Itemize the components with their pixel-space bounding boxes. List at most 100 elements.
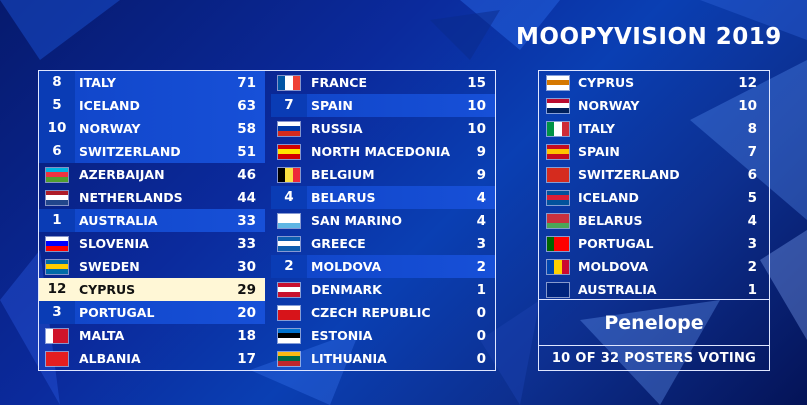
received-points-badge: 1	[39, 209, 75, 232]
voter-points-row: CYPRUS 12	[539, 71, 769, 94]
scoreboard-row: DENMARK 1	[271, 278, 495, 301]
flag-icon	[45, 350, 69, 367]
country-name: ICELAND	[578, 190, 639, 205]
country-name: LITHUANIA	[311, 351, 387, 366]
total-points: 30	[237, 258, 256, 275]
country-name: AUSTRALIA	[79, 213, 158, 228]
scoreboard-row: FRANCE 15	[271, 71, 495, 94]
scoreboard-row: SWEDEN 30	[39, 255, 265, 278]
voter-points-row: SPAIN 7	[539, 140, 769, 163]
flag-icon	[546, 212, 570, 229]
flag-icon	[45, 235, 69, 252]
total-points: 0	[476, 350, 486, 367]
total-points: 4	[476, 212, 486, 229]
received-points-badge: 12	[39, 278, 75, 301]
country-name: MOLDOVA	[578, 259, 649, 274]
scoreboard-row: NORTH MACEDONIA 9	[271, 140, 495, 163]
scoreboard-row: 12 CYPRUS 29	[39, 278, 265, 301]
voter-points-row: ITALY 8	[539, 117, 769, 140]
scoreboard-row: 8 ITALY 71	[39, 71, 265, 94]
scoreboard-row: SLOVENIA 33	[39, 232, 265, 255]
country-name: ESTONIA	[311, 328, 373, 343]
voter-name: Penelope	[539, 299, 769, 345]
flag-icon	[546, 120, 570, 137]
country-name: SWEDEN	[79, 259, 140, 274]
scoreboard-row: MALTA 18	[39, 324, 265, 347]
scoreboard-row: CZECH REPUBLIC 0	[271, 301, 495, 324]
total-points: 0	[476, 304, 486, 321]
country-name: ALBANIA	[79, 351, 141, 366]
total-points: 33	[237, 212, 256, 229]
received-points-badge: 8	[39, 71, 75, 94]
awarded-points: 6	[747, 166, 757, 183]
total-points: 1	[476, 281, 486, 298]
voting-status: 10 OF 32 POSTERS VOTING	[539, 345, 769, 371]
country-name: NORWAY	[578, 98, 640, 113]
received-points-badge: 4	[271, 186, 307, 209]
awarded-points: 10	[738, 97, 757, 114]
flag-icon	[277, 235, 301, 252]
country-name: SLOVENIA	[79, 236, 149, 251]
flag-icon	[277, 74, 301, 91]
awarded-points: 4	[747, 212, 757, 229]
received-points-badge: 2	[271, 255, 307, 278]
country-name: SPAIN	[578, 144, 620, 159]
flag-icon	[546, 143, 570, 160]
flag-icon	[546, 166, 570, 183]
country-name: ITALY	[578, 121, 615, 136]
scoreboard: 8 ITALY 71 5 ICELAND 63 10 NORWAY 58 6 SWITZERLAND…	[38, 70, 496, 371]
country-name: BELARUS	[578, 213, 643, 228]
country-name: DENMARK	[311, 282, 382, 297]
scoreboard-row: 1 AUSTRALIA 33	[39, 209, 265, 232]
total-points: 58	[237, 120, 256, 137]
total-points: 9	[476, 143, 486, 160]
flag-icon	[277, 304, 301, 321]
flag-icon	[277, 143, 301, 160]
received-points-badge: 7	[271, 94, 307, 117]
flag-icon	[45, 166, 69, 183]
flag-icon	[546, 258, 570, 275]
awarded-points: 7	[747, 143, 757, 160]
flag-icon	[277, 166, 301, 183]
total-points: 51	[237, 143, 256, 160]
awarded-points: 2	[747, 258, 757, 275]
country-name: SWITZERLAND	[578, 167, 680, 182]
voter-panel: CYPRUS 12 NORWAY 10 ITALY 8 SPAIN 7 SWITZERLAND 6…	[538, 70, 770, 371]
flag-icon	[546, 281, 570, 298]
country-name: PORTUGAL	[79, 305, 155, 320]
total-points: 10	[467, 97, 486, 114]
awarded-points: 3	[747, 235, 757, 252]
awarded-points: 5	[747, 189, 757, 206]
country-name: SWITZERLAND	[79, 144, 181, 159]
voter-points-row: ICELAND 5	[539, 186, 769, 209]
scoreboard-row: 2 MOLDOVA 2	[271, 255, 495, 278]
flag-icon	[277, 350, 301, 367]
awarded-points: 1	[747, 281, 757, 298]
total-points: 4	[476, 189, 486, 206]
country-name: AZERBAIJAN	[79, 167, 165, 182]
country-name: SPAIN	[311, 98, 353, 113]
scoreboard-row: LITHUANIA 0	[271, 347, 495, 370]
total-points: 2	[476, 258, 486, 275]
page-title: MOOPYVISION 2019	[516, 24, 782, 50]
flag-icon	[277, 120, 301, 137]
flag-icon	[546, 235, 570, 252]
voter-points-row: PORTUGAL 3	[539, 232, 769, 255]
voter-points-row: NORWAY 10	[539, 94, 769, 117]
country-name: CYPRUS	[79, 282, 136, 297]
country-name: RUSSIA	[311, 121, 363, 136]
total-points: 18	[237, 327, 256, 344]
scoreboard-row: GREECE 3	[271, 232, 495, 255]
total-points: 71	[237, 74, 256, 91]
scoreboard-row: 7 SPAIN 10	[271, 94, 495, 117]
total-points: 0	[476, 327, 486, 344]
received-points-badge: 3	[39, 301, 75, 324]
country-name: GREECE	[311, 236, 366, 251]
country-name: NORWAY	[79, 121, 141, 136]
received-points-badge: 6	[39, 140, 75, 163]
flag-icon	[277, 281, 301, 298]
country-name: SAN MARINO	[311, 213, 402, 228]
scoreboard-row: 4 BELARUS 4	[271, 186, 495, 209]
country-name: CZECH REPUBLIC	[311, 305, 431, 320]
scoreboard-row: AZERBAIJAN 46	[39, 163, 265, 186]
